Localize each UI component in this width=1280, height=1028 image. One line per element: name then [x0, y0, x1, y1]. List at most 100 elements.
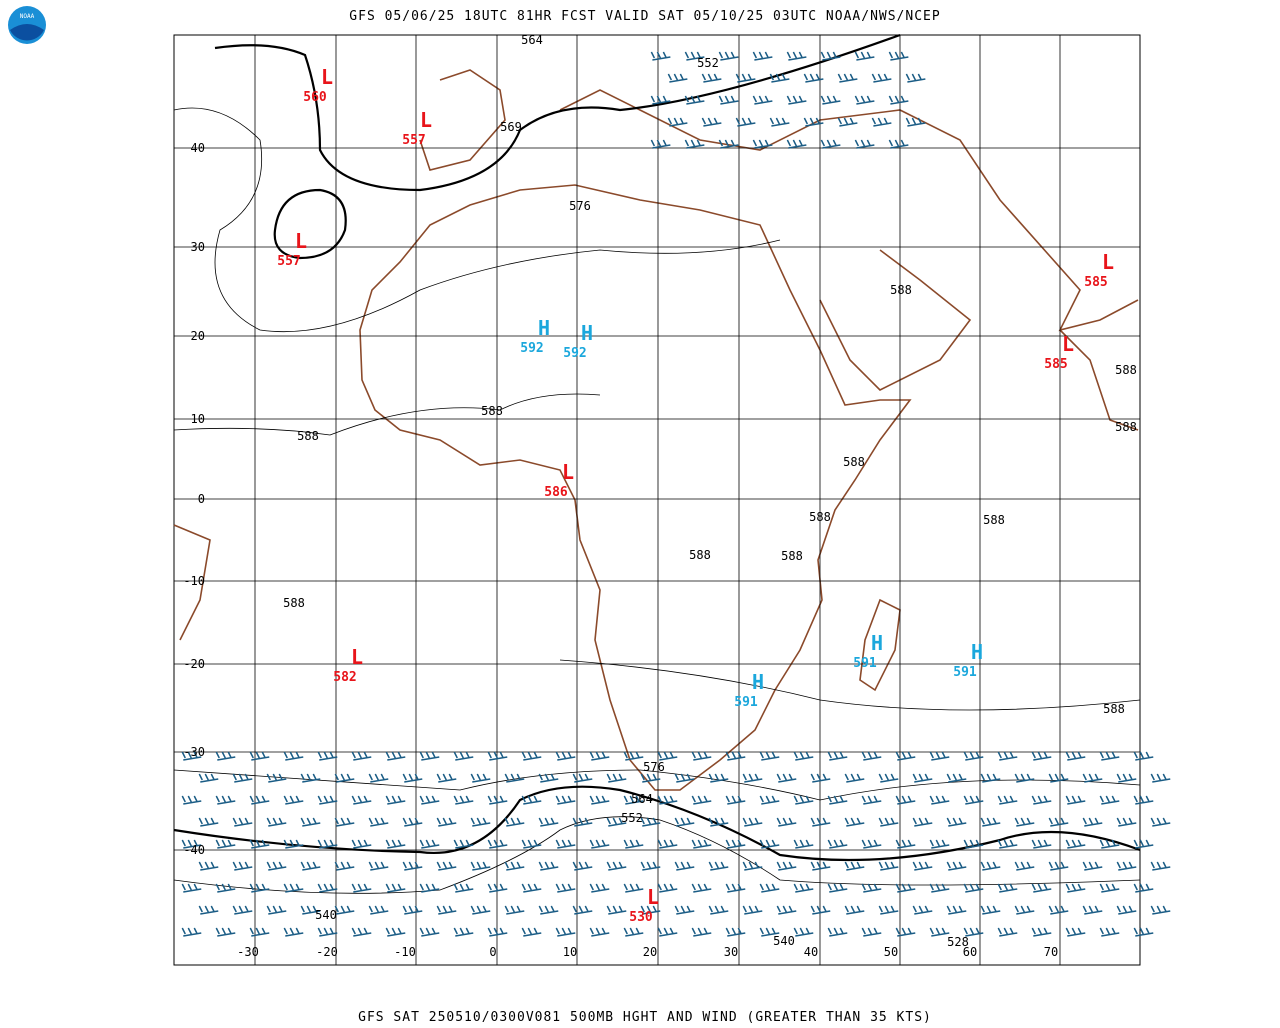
wind-barb	[470, 861, 491, 871]
south-america-coast	[173, 524, 211, 641]
wind-barb	[861, 839, 882, 849]
pressure-value: 592	[520, 341, 543, 356]
wind-barb	[752, 51, 773, 61]
lat-lon-grid	[174, 35, 1140, 965]
wind-barb	[453, 795, 474, 805]
wind-barb	[504, 905, 525, 915]
wind-barb	[827, 883, 848, 893]
wind-barb	[759, 839, 780, 849]
pressure-symbol: L	[1102, 250, 1114, 274]
wind-barb	[674, 905, 695, 915]
longitude-label: 40	[804, 945, 818, 959]
india-coast	[1059, 329, 1139, 431]
wind-barb	[878, 905, 899, 915]
wind-barb	[895, 883, 916, 893]
wind-barb	[368, 861, 389, 871]
wind-barb	[555, 839, 576, 849]
wind-barb	[725, 927, 746, 937]
wind-barb	[963, 927, 984, 937]
wind-barb	[181, 751, 202, 761]
wind-barb	[803, 73, 824, 83]
wind-barb	[844, 773, 865, 783]
wind-barb	[317, 751, 338, 761]
longitude-label: 30	[724, 945, 738, 959]
latitude-label: 0	[198, 492, 205, 506]
wind-barb	[861, 883, 882, 893]
wind-barb	[1014, 817, 1035, 827]
wind-barb	[504, 817, 525, 827]
map-frame	[173, 34, 1141, 966]
wind-barb	[793, 883, 814, 893]
wind-barb	[854, 51, 875, 61]
wind-barb	[385, 839, 406, 849]
wind-barb	[1099, 883, 1120, 893]
pressure-value: 557	[277, 254, 300, 269]
wind-barb	[912, 905, 933, 915]
wind-barb	[895, 751, 916, 761]
contour-label: 564	[631, 792, 653, 806]
wind-barb	[752, 139, 773, 149]
wind-barb	[871, 73, 892, 83]
wind-barb	[827, 751, 848, 761]
wind-barb	[623, 927, 644, 937]
wind-barb	[725, 839, 746, 849]
wind-barb	[538, 905, 559, 915]
wind-barb	[895, 839, 916, 849]
wind-barb	[946, 905, 967, 915]
wind-barb	[1133, 795, 1154, 805]
wind-barb	[521, 883, 542, 893]
contour-label: 588	[1103, 702, 1125, 716]
wind-barb	[674, 817, 695, 827]
wind-barb	[684, 51, 705, 61]
contour-label: 552	[697, 56, 719, 70]
wind-barb	[667, 73, 688, 83]
wind-barb	[997, 883, 1018, 893]
contour-label: 576	[643, 760, 665, 774]
wind-barb	[606, 905, 627, 915]
wind-barb	[1082, 861, 1103, 871]
wind-barb	[793, 751, 814, 761]
wind-barb	[691, 883, 712, 893]
wind-barb	[1048, 817, 1069, 827]
wind-barb	[793, 795, 814, 805]
wind-barb	[487, 839, 508, 849]
wind-barb	[963, 751, 984, 761]
wind-barb	[1031, 795, 1052, 805]
wind-barb	[742, 773, 763, 783]
contour-label: 588	[297, 429, 319, 443]
latitude-label: 10	[191, 412, 205, 426]
wind-barb	[1048, 905, 1069, 915]
contour-label: 540	[315, 908, 337, 922]
wind-barb	[385, 883, 406, 893]
contour-label: 588	[983, 513, 1005, 527]
wind-barb	[912, 773, 933, 783]
wind-barb	[334, 861, 355, 871]
contour-thick	[173, 785, 1141, 862]
wind-barb	[820, 51, 841, 61]
wind-barb	[776, 773, 797, 783]
wind-barb	[878, 817, 899, 827]
africa-coast	[359, 184, 912, 791]
pressure-value: 592	[563, 346, 586, 361]
wind-barb	[844, 817, 865, 827]
wind-barb	[198, 817, 219, 827]
contour-label: 564	[521, 33, 543, 47]
wind-barb	[946, 773, 967, 783]
wind-barb	[249, 839, 270, 849]
wind-barb	[1014, 905, 1035, 915]
wind-barb	[283, 927, 304, 937]
wind-barb	[769, 117, 790, 127]
wind-barb	[538, 773, 559, 783]
wind-barb	[334, 905, 355, 915]
wind-barb	[837, 117, 858, 127]
wind-barb	[650, 51, 671, 61]
wind-barb	[351, 795, 372, 805]
wind-barb	[589, 927, 610, 937]
wind-barb	[1133, 927, 1154, 937]
wind-barb	[249, 795, 270, 805]
wind-barb	[572, 905, 593, 915]
contour-label: 552	[621, 811, 643, 825]
wind-barb	[521, 751, 542, 761]
wind-barb	[946, 861, 967, 871]
wind-barb	[385, 751, 406, 761]
